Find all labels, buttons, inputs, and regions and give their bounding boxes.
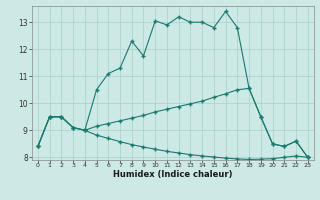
X-axis label: Humidex (Indice chaleur): Humidex (Indice chaleur) xyxy=(113,170,233,179)
